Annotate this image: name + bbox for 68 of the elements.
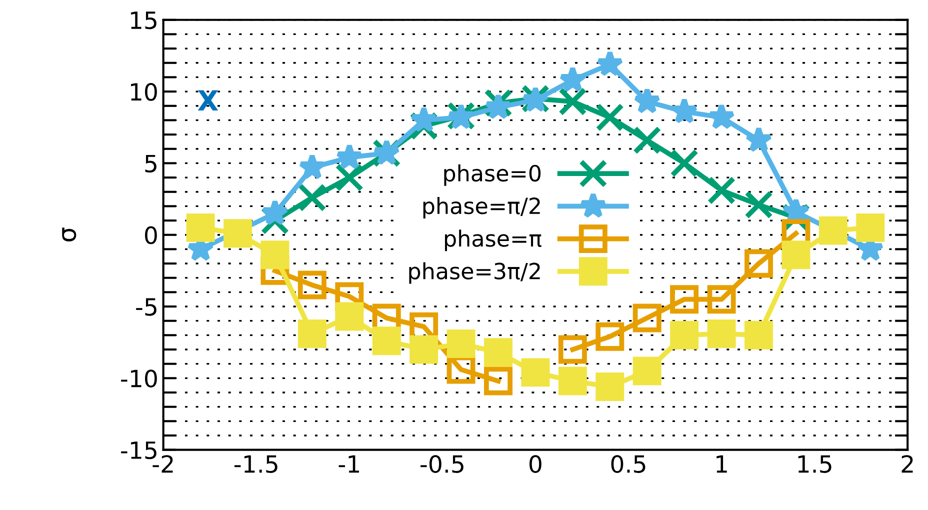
point <box>410 335 438 364</box>
x-tick-label: 1 <box>716 455 727 473</box>
legend-label: phase=π/2 <box>423 197 540 219</box>
y-tick-label: 10 <box>131 82 157 101</box>
point <box>186 213 215 242</box>
point <box>521 358 550 387</box>
x-tick-label: -1.5 <box>234 455 278 473</box>
point <box>298 320 326 348</box>
y-tick-label: 0 <box>145 226 157 244</box>
x-tick-label: 1.5 <box>798 455 832 473</box>
point <box>596 50 624 76</box>
point <box>632 304 662 332</box>
point <box>372 326 401 356</box>
point <box>335 302 364 331</box>
point <box>744 320 773 350</box>
point <box>224 219 252 248</box>
point <box>818 216 848 245</box>
point <box>744 249 773 278</box>
point <box>260 240 290 270</box>
point <box>745 126 772 152</box>
x-tick-label: 0.5 <box>611 455 646 473</box>
y-tick-label: -5 <box>136 298 156 316</box>
point <box>670 148 699 178</box>
y-tick-label: 5 <box>145 154 156 173</box>
point <box>298 153 326 180</box>
point <box>558 335 587 364</box>
legend-label: phase=0 <box>444 164 541 186</box>
x-tick-label: 0 <box>530 455 542 473</box>
point <box>707 176 736 205</box>
point <box>559 66 586 92</box>
y-tick-label: -10 <box>121 370 157 388</box>
point <box>261 199 289 226</box>
point <box>558 366 587 396</box>
point <box>632 126 662 155</box>
point <box>484 93 512 120</box>
point <box>335 163 364 192</box>
legend-label: phase=π <box>444 230 542 252</box>
point <box>633 87 661 114</box>
point <box>782 240 810 270</box>
point <box>632 356 662 386</box>
point <box>484 366 512 396</box>
point <box>298 183 326 212</box>
y-axis-title: σ <box>62 228 76 242</box>
x-tick-label: -1 <box>338 455 359 473</box>
point <box>446 355 476 384</box>
point <box>446 330 476 358</box>
point <box>708 103 736 130</box>
point <box>744 190 773 219</box>
point <box>410 112 438 140</box>
point <box>596 372 624 401</box>
x-tick-label: 2 <box>902 455 913 473</box>
point <box>596 322 624 351</box>
legend-label: phase=3π/2 <box>409 262 540 284</box>
point <box>856 213 885 242</box>
point <box>596 103 624 132</box>
point <box>484 338 512 367</box>
annotation: X <box>198 90 218 111</box>
point <box>670 320 699 350</box>
point <box>558 87 587 116</box>
point <box>670 285 699 314</box>
point <box>707 320 736 348</box>
point <box>410 106 438 132</box>
y-tick-label: 15 <box>131 12 156 30</box>
point <box>298 270 326 300</box>
point <box>336 143 364 170</box>
point <box>707 285 736 314</box>
x-tick-label: -0.5 <box>420 455 464 473</box>
point <box>670 97 698 124</box>
